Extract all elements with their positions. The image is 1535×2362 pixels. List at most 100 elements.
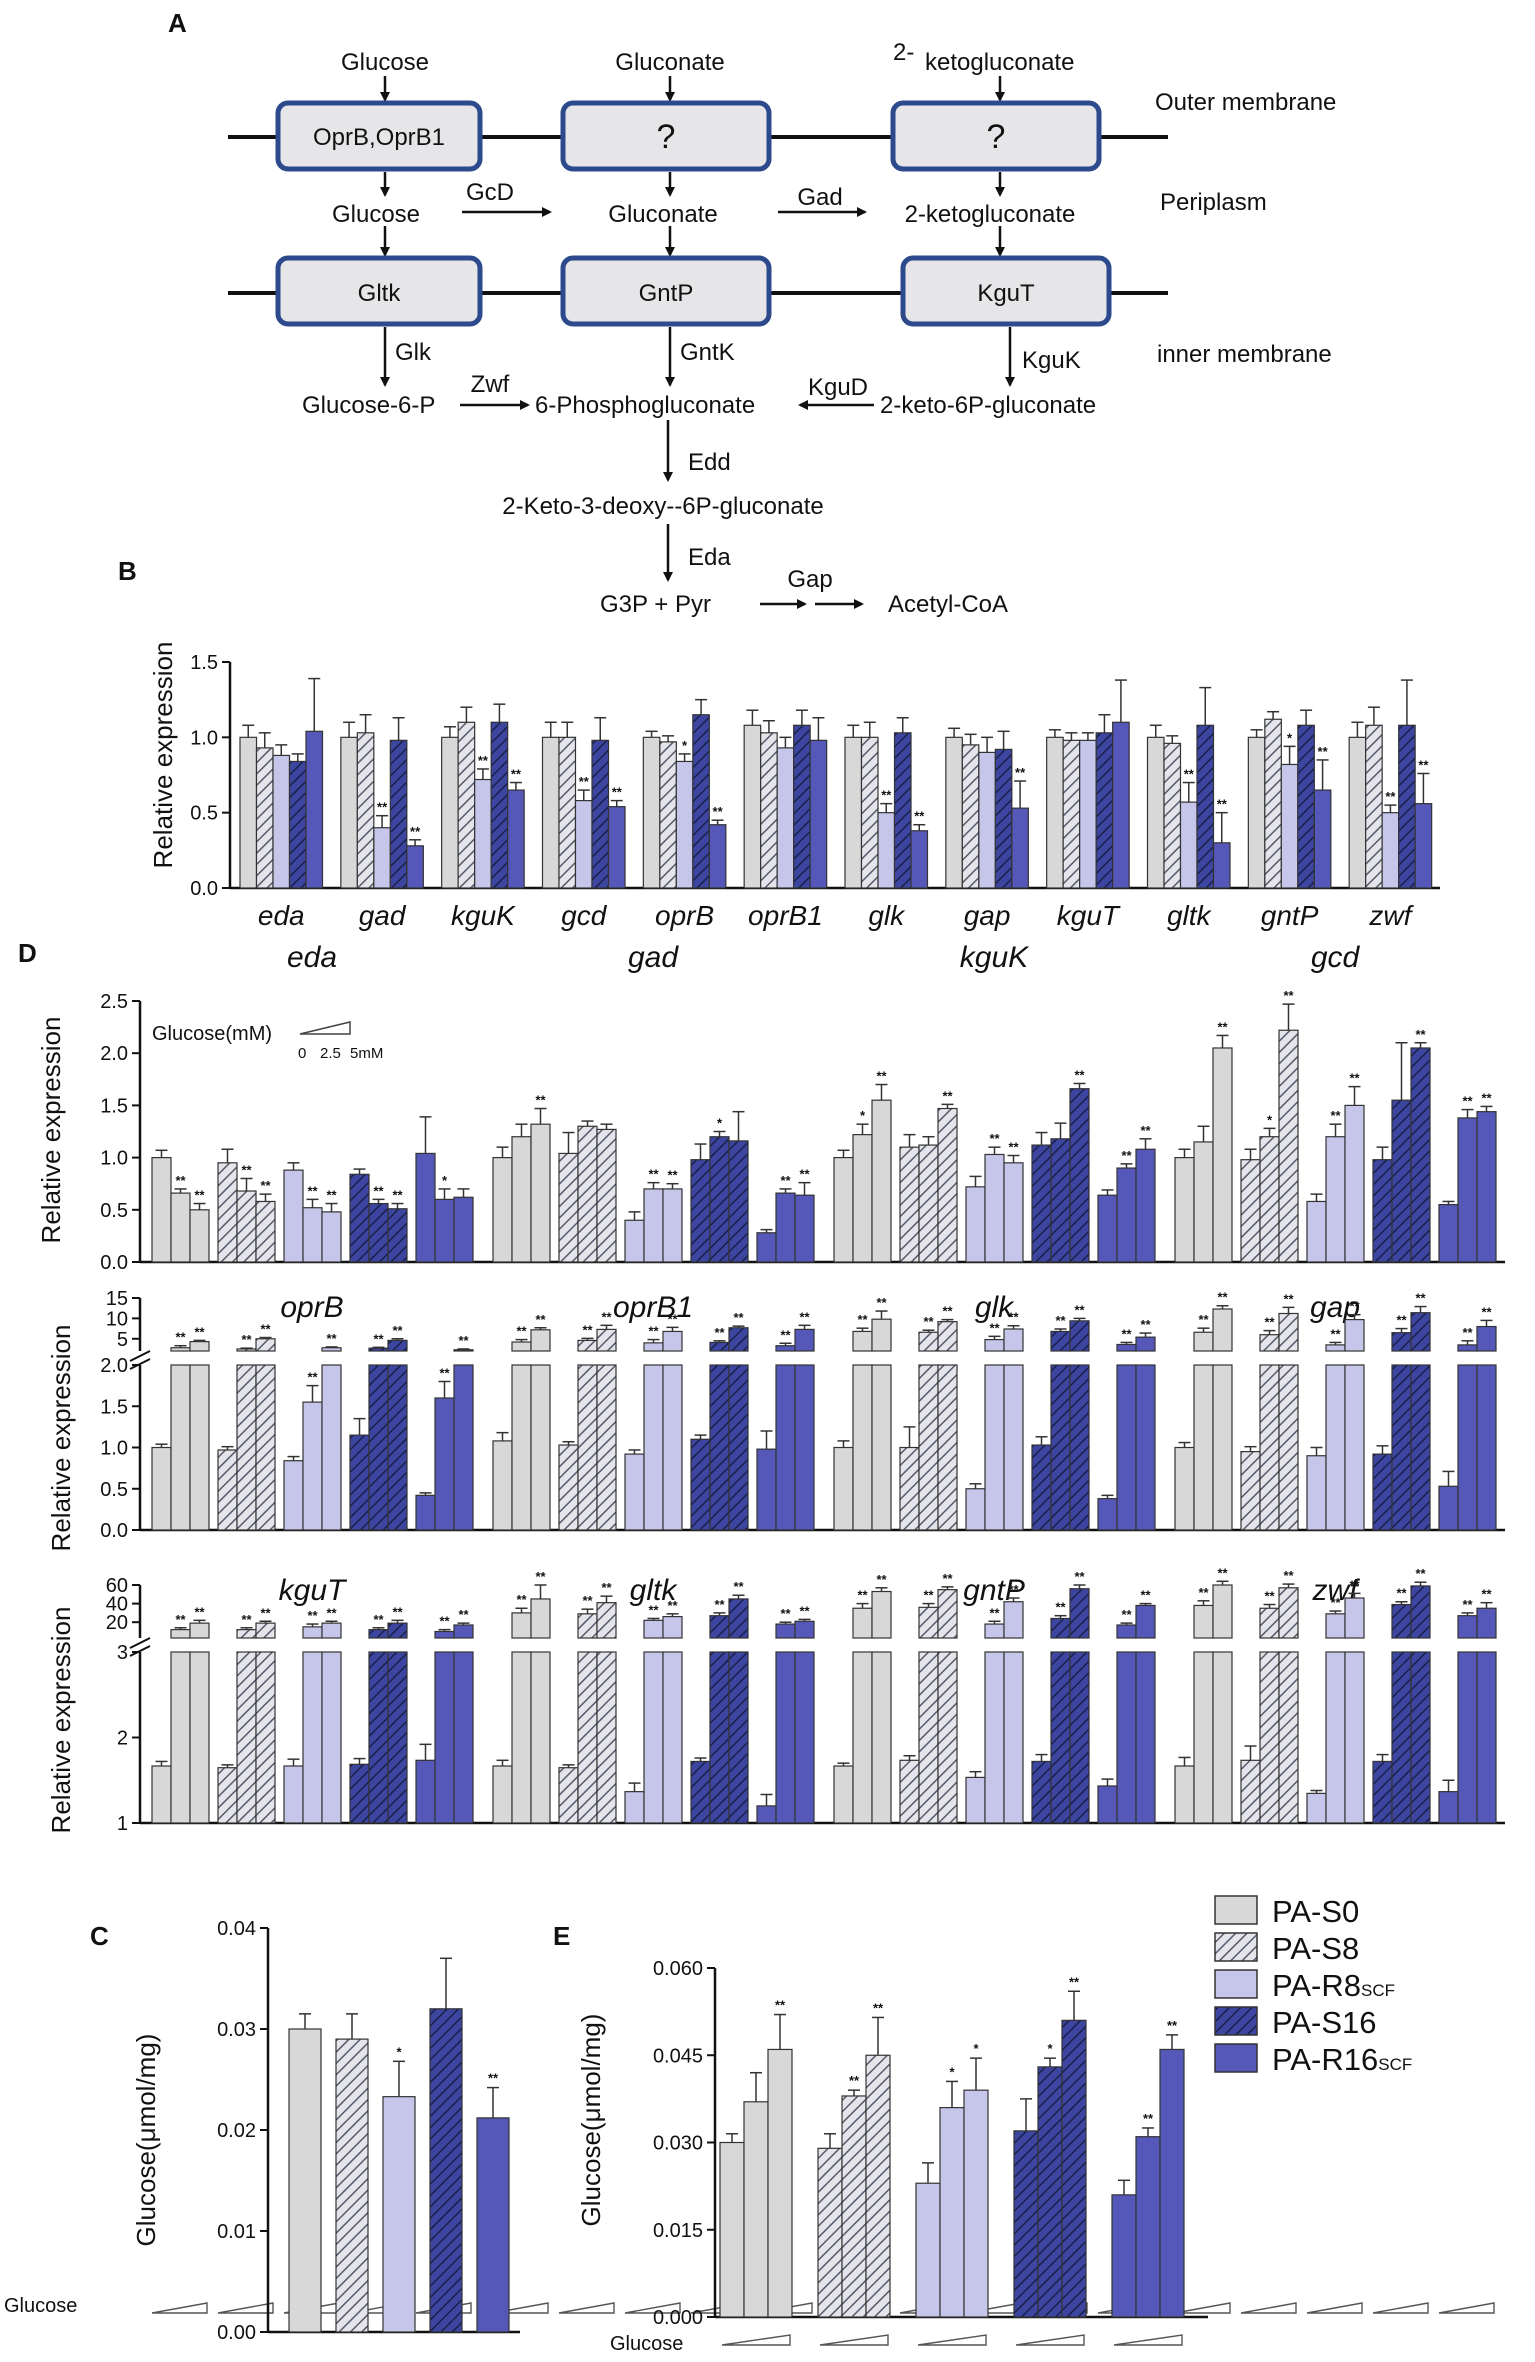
d1-star: ** — [175, 1173, 186, 1188]
periplasm-gluconate: Gluconate — [608, 201, 717, 228]
d3-star: ** — [714, 1597, 725, 1612]
e-bar-s0 — [719, 2141, 745, 2318]
b-star: ** — [377, 800, 388, 815]
d1-y-tick-label: 0.5 — [100, 1200, 128, 1222]
d1-y-tick-label: 2.5 — [100, 991, 128, 1013]
d2-gene-title-oprB1: oprB1 — [613, 1291, 693, 1324]
b-bar-zwf-s16 — [1398, 724, 1416, 889]
unknown-transporter-1: ? — [657, 118, 676, 156]
d2-star: ** — [307, 1370, 318, 1385]
oprb-box-label: OprB,OprB1 — [313, 124, 445, 151]
d3-bar-kguT — [283, 1765, 304, 1824]
d2-y-lower-tick-label: 0.0 — [100, 1520, 128, 1542]
d1-bar-gad — [624, 1219, 645, 1263]
legend-swatch-s16 — [1214, 2006, 1258, 2036]
glucose-gradient-legend-icon — [299, 1021, 351, 1035]
b-x-label-kguK: kguK — [451, 900, 516, 931]
d3-bar-gltk — [775, 1651, 796, 1824]
d3-bar-upper-zwf — [1325, 1613, 1346, 1639]
d2-star: ** — [1462, 1325, 1473, 1340]
periplasm-label: Periplasm — [1160, 189, 1267, 216]
d2-bar-gap — [1410, 1364, 1431, 1531]
unknown-transporter-2: ? — [987, 118, 1006, 156]
d2-star: ** — [516, 1324, 527, 1339]
gntp-box-label: GntP — [639, 280, 694, 307]
d3-star: ** — [194, 1604, 205, 1619]
d3-bar-gltk — [596, 1651, 617, 1824]
d1-star: ** — [1415, 1027, 1426, 1042]
panel-d-chart: D Relative expression Relative expressio… — [4, 938, 1505, 2317]
e-bar-r8 — [963, 2089, 989, 2318]
c-bar-s0 — [288, 2028, 322, 2333]
d3-star: ** — [1396, 1586, 1407, 1601]
d2-bar-oprB1 — [558, 1444, 579, 1531]
d2-bar-glk — [1050, 1364, 1071, 1531]
d3-bar-upper-gltk — [794, 1620, 815, 1639]
d3-bar-gntP — [918, 1651, 939, 1824]
d1-bar-gcd — [1240, 1159, 1261, 1263]
d2-bar-oprB — [170, 1364, 191, 1531]
d2-star: ** — [780, 1327, 791, 1342]
d1-bar-gad — [690, 1159, 711, 1263]
d1-star: ** — [1349, 1071, 1360, 1086]
d2-star: ** — [1415, 1291, 1426, 1306]
d3-bar-gntP — [1097, 1785, 1118, 1824]
d2-bar-upper-gap — [1344, 1319, 1365, 1352]
d2-bar-oprB1 — [511, 1364, 532, 1531]
d2-bar-oprB1 — [596, 1364, 617, 1531]
d3-bar-upper-kguT — [321, 1622, 342, 1639]
d3-star: ** — [582, 1593, 593, 1608]
e-star: * — [949, 2064, 955, 2079]
d2-star: ** — [1264, 1315, 1275, 1330]
panel-c-label: C — [90, 1921, 109, 1951]
d2-star: ** — [1396, 1313, 1407, 1328]
d1-bar-gad — [756, 1232, 777, 1263]
d3-bar-upper-zwf — [1259, 1607, 1280, 1639]
d2-star: ** — [1121, 1326, 1132, 1341]
outer-transporter-box-2 — [560, 100, 772, 172]
d1-star: ** — [1283, 988, 1294, 1003]
d1-bar-kguK — [899, 1146, 920, 1263]
d3-star: ** — [667, 1598, 678, 1613]
d2-bar-upper-oprB1 — [530, 1329, 551, 1352]
d1-bar-gad — [643, 1188, 664, 1263]
d2-star: ** — [392, 1323, 403, 1338]
d2-bar-upper-oprB — [387, 1339, 408, 1352]
d3-bar-upper-gntP — [1069, 1588, 1090, 1639]
b-bar-oprB1-s16 — [793, 724, 811, 889]
d1-bar-eda — [434, 1198, 455, 1263]
d1-bar-gad — [530, 1123, 551, 1263]
panel-e-ylabel: Glucose(μmol/mg) — [576, 2014, 606, 2227]
d2-bar-upper-oprB — [170, 1347, 191, 1352]
d1-bar-eda — [217, 1162, 238, 1263]
d1-y-tick-label: 2.0 — [100, 1043, 128, 1065]
b-bar-gntP-s16 — [1297, 724, 1315, 889]
d1-bar-kguK — [1069, 1088, 1090, 1263]
d1-y-tick-label: 0.0 — [100, 1252, 128, 1274]
d1-gene-title-kguK: kguK — [960, 941, 1030, 974]
b-bar-gltk-s16 — [1196, 724, 1215, 889]
panel-d-ylabel-row3: Relative expression — [46, 1607, 76, 1834]
d2-bar-oprB — [189, 1364, 210, 1531]
b-x-label-kguT: kguT — [1057, 900, 1121, 931]
d2-star: ** — [1283, 1291, 1294, 1306]
periplasm-ketogluconate: 2-ketogluconate — [905, 201, 1076, 228]
d2-star: ** — [857, 1312, 868, 1327]
d2-y-lower-tick-label: 2.0 — [100, 1355, 128, 1377]
d3-star: ** — [1140, 1588, 1151, 1603]
d3-bar-upper-gltk — [577, 1613, 598, 1639]
d2-bar-upper-oprB1 — [728, 1327, 749, 1352]
d2-bar-glk — [1003, 1364, 1024, 1531]
d2-bar-oprB1 — [775, 1364, 796, 1531]
b-bar-gad-s8 — [356, 732, 375, 889]
d3-star: ** — [241, 1612, 252, 1627]
d2-bar-glk — [984, 1364, 1005, 1531]
b-bar-oprB-r16 — [708, 824, 727, 889]
b-y-tick-label: 0.5 — [190, 803, 218, 825]
d3-bar-upper-kguT — [170, 1629, 191, 1639]
glucose-6-p: Glucose-6-P — [302, 392, 435, 419]
b-star: * — [682, 738, 688, 753]
e-glucose-gradient-icon — [1015, 2334, 1085, 2346]
d1-bar-gcd — [1278, 1029, 1299, 1263]
